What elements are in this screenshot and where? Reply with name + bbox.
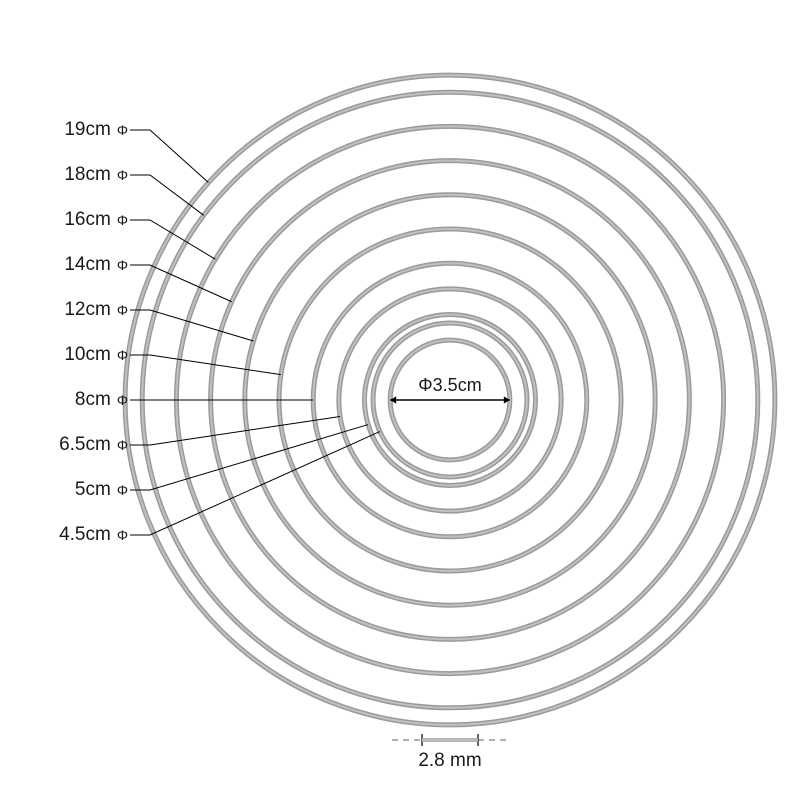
ring-label-text: 18cm bbox=[64, 164, 110, 185]
ring-label-text: 6.5cm bbox=[59, 434, 111, 455]
ring-label-text: 14cm bbox=[64, 254, 110, 275]
ring-label-text: 16cm bbox=[64, 209, 110, 230]
phi-symbol: Φ bbox=[117, 482, 128, 498]
phi-symbol: Φ bbox=[117, 437, 128, 453]
phi-symbol: Φ bbox=[117, 527, 128, 543]
diagram-canvas: 19cm Φ 18cm Φ 16cm Φ 14cm Φ 12cm Φ 10cm Φ 8cm Φ 6.5cm Φ… bbox=[0, 0, 800, 800]
ring-label: 19cm Φ bbox=[0, 119, 128, 141]
phi-symbol: Φ bbox=[117, 167, 128, 183]
phi-symbol: Φ bbox=[117, 212, 128, 228]
ring-label: 6.5cm Φ bbox=[0, 434, 128, 456]
ring-label: 10cm Φ bbox=[0, 344, 128, 366]
ring-label-text: 5cm bbox=[75, 479, 111, 500]
ring-label: 4.5cm Φ bbox=[0, 524, 128, 546]
phi-symbol: Φ bbox=[117, 302, 128, 318]
ring-label: 14cm Φ bbox=[0, 254, 128, 276]
phi-symbol: Φ bbox=[117, 257, 128, 273]
ring-label-text: 12cm bbox=[64, 299, 110, 320]
phi-symbol: Φ bbox=[117, 392, 128, 408]
thickness-label: 2.8 mm bbox=[418, 750, 481, 772]
ring-label-text: 19cm bbox=[64, 119, 110, 140]
phi-symbol: Φ bbox=[117, 122, 128, 138]
ring-label-text: 4.5cm bbox=[59, 524, 111, 545]
ring-label: 18cm Φ bbox=[0, 164, 128, 186]
ring-label: 5cm Φ bbox=[0, 479, 128, 501]
center-ring-label: Φ3.5cm bbox=[418, 375, 481, 396]
phi-symbol: Φ bbox=[117, 347, 128, 363]
ring-label: 16cm Φ bbox=[0, 209, 128, 231]
ring-label-text: 8cm bbox=[75, 389, 111, 410]
ring-label: 8cm Φ bbox=[0, 389, 128, 411]
ring-label-text: 10cm bbox=[64, 344, 110, 365]
ring-label: 12cm Φ bbox=[0, 299, 128, 321]
